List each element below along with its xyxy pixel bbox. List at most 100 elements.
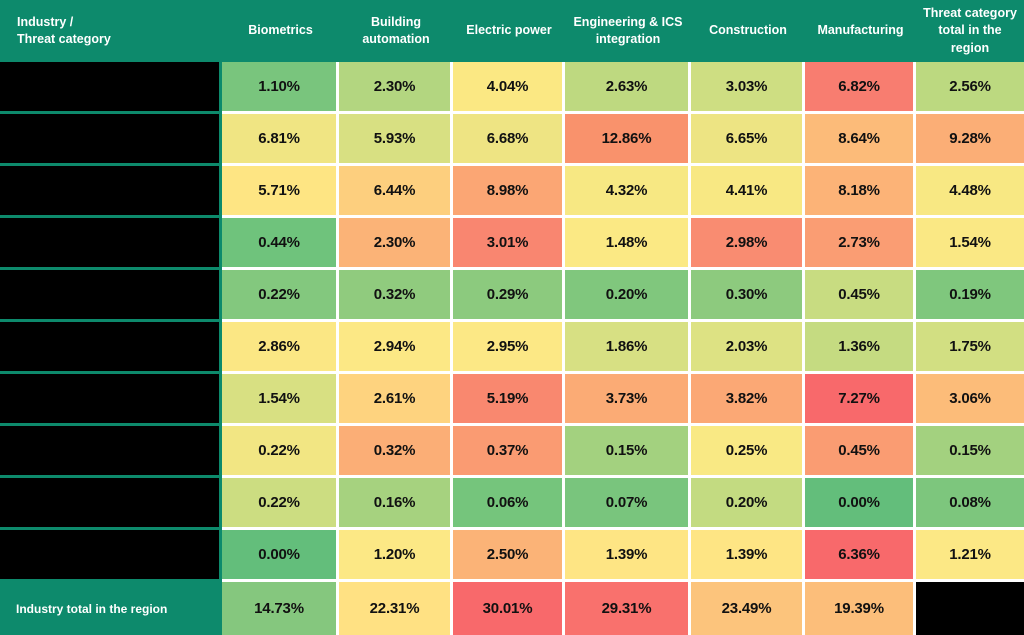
heatmap-cell: 5.19% <box>453 374 562 423</box>
row-label-redacted <box>0 166 222 218</box>
table-row: 0.44% 2.30% 3.01% 1.48% 2.98% 2.73% 1.54% <box>0 218 1024 270</box>
heatmap-cell: 1.21% <box>916 530 1024 579</box>
heatmap-cell: 0.45% <box>805 426 913 475</box>
heatmap-cell: 6.36% <box>805 530 913 579</box>
heatmap-cell: 1.48% <box>565 218 688 267</box>
heatmap-cell: 0.06% <box>453 478 562 527</box>
column-header: Threat category total in the region <box>923 5 1017 55</box>
heatmap-cell: 0.44% <box>222 218 336 267</box>
heatmap-cell: 0.45% <box>805 270 913 319</box>
table-row: 0.22% 0.16% 0.06% 0.07% 0.20% 0.00% 0.08% <box>0 478 1024 530</box>
table-row: 2.86% 2.94% 2.95% 1.86% 2.03% 1.36% 1.75% <box>0 322 1024 374</box>
table-row: 5.71% 6.44% 8.98% 4.32% 4.41% 8.18% 4.48% <box>0 166 1024 218</box>
heatmap-cell: 1.86% <box>565 322 688 371</box>
heatmap-cell: 0.22% <box>222 270 336 319</box>
industry-total-label: Industry total in the region <box>0 582 222 635</box>
column-header: Engineering & ICS integration <box>573 14 683 47</box>
heatmap-cell: 0.32% <box>339 426 450 475</box>
column-header: Building automation <box>362 14 430 47</box>
grand-total-cell-redacted <box>916 582 1024 635</box>
heatmap-cell: 8.64% <box>805 114 913 163</box>
table-row: 6.81% 5.93% 6.68% 12.86% 6.65% 8.64% 9.28% <box>0 114 1024 166</box>
heatmap-cell: 0.25% <box>691 426 802 475</box>
heatmap-cell: 6.65% <box>691 114 802 163</box>
heatmap-cell: 3.06% <box>916 374 1024 423</box>
heatmap-cell: 6.68% <box>453 114 562 163</box>
table-row: 0.00% 1.20% 2.50% 1.39% 1.39% 6.36% 1.21% <box>0 530 1024 582</box>
industry-total-cell: 29.31% <box>565 582 688 635</box>
corner-header: Industry / Threat category <box>17 14 111 47</box>
column-header: Manufacturing <box>817 23 904 38</box>
heatmap-cell: 2.03% <box>691 322 802 371</box>
heatmap-cell: 0.19% <box>916 270 1024 319</box>
heatmap-cell: 0.20% <box>565 270 688 319</box>
heatmap-cell: 6.81% <box>222 114 336 163</box>
heatmap-cell: 6.82% <box>805 62 913 111</box>
heatmap-cell: 0.22% <box>222 478 336 527</box>
heatmap-cell: 0.00% <box>805 478 913 527</box>
table-row: 0.22% 0.32% 0.37% 0.15% 0.25% 0.45% 0.15% <box>0 426 1024 478</box>
table-row: 0.22% 0.32% 0.29% 0.20% 0.30% 0.45% 0.19% <box>0 270 1024 322</box>
heatmap-cell: 2.98% <box>691 218 802 267</box>
column-header: Electric power <box>466 23 552 38</box>
heatmap-cell: 12.86% <box>565 114 688 163</box>
heatmap-cell: 1.54% <box>222 374 336 423</box>
heatmap-cell: 1.39% <box>691 530 802 579</box>
heatmap-cell: 1.39% <box>565 530 688 579</box>
heatmap-cell: 8.18% <box>805 166 913 215</box>
row-label-redacted <box>0 322 222 374</box>
table-row: 1.10% 2.30% 4.04% 2.63% 3.03% 6.82% 2.56% <box>0 62 1024 114</box>
column-header: Biometrics <box>248 23 313 38</box>
heatmap-cell: 4.32% <box>565 166 688 215</box>
heatmap-cell: 3.03% <box>691 62 802 111</box>
heatmap-cell: 1.36% <box>805 322 913 371</box>
row-label-redacted <box>0 374 222 426</box>
column-header: Construction <box>709 23 787 38</box>
heatmap-cell: 0.00% <box>222 530 336 579</box>
heatmap-cell: 2.94% <box>339 322 450 371</box>
heatmap-cell: 0.32% <box>339 270 450 319</box>
heatmap-cell: 7.27% <box>805 374 913 423</box>
heatmap-cell: 2.95% <box>453 322 562 371</box>
industry-total-cell: 14.73% <box>222 582 336 635</box>
heatmap-cell: 0.30% <box>691 270 802 319</box>
heatmap-cell: 2.30% <box>339 218 450 267</box>
industry-total-cell: 23.49% <box>691 582 802 635</box>
heatmap-cell: 2.86% <box>222 322 336 371</box>
row-label-redacted <box>0 530 222 582</box>
heatmap-cell: 1.10% <box>222 62 336 111</box>
row-label-redacted <box>0 114 222 166</box>
heatmap-cell: 0.08% <box>916 478 1024 527</box>
industry-total-cell: 19.39% <box>805 582 913 635</box>
table-header-row: Industry / Threat category Biometrics Bui… <box>0 0 1024 62</box>
industry-total-row: Industry total in the region 14.73% 22.31… <box>0 582 1024 635</box>
heatmap-cell: 2.56% <box>916 62 1024 111</box>
heatmap-cell: 6.44% <box>339 166 450 215</box>
heatmap-cell: 1.20% <box>339 530 450 579</box>
heatmap-cell: 0.20% <box>691 478 802 527</box>
table-body: 1.10% 2.30% 4.04% 2.63% 3.03% 6.82% 2.56% 6.81%… <box>0 62 1024 582</box>
heatmap-cell: 3.82% <box>691 374 802 423</box>
industry-total-cell: 30.01% <box>453 582 562 635</box>
heatmap-cell: 2.50% <box>453 530 562 579</box>
row-label-redacted <box>0 426 222 478</box>
heatmap-cell: 2.63% <box>565 62 688 111</box>
row-label-redacted <box>0 218 222 270</box>
industry-total-cell: 22.31% <box>339 582 450 635</box>
heatmap-cell: 0.16% <box>339 478 450 527</box>
heatmap-cell: 0.15% <box>916 426 1024 475</box>
heatmap-cell: 2.30% <box>339 62 450 111</box>
heatmap-cell: 0.15% <box>565 426 688 475</box>
heatmap-cell: 5.71% <box>222 166 336 215</box>
heatmap-cell: 0.29% <box>453 270 562 319</box>
heatmap-cell: 9.28% <box>916 114 1024 163</box>
table-row: 1.54% 2.61% 5.19% 3.73% 3.82% 7.27% 3.06% <box>0 374 1024 426</box>
heatmap-cell: 2.61% <box>339 374 450 423</box>
heatmap-cell: 0.22% <box>222 426 336 475</box>
heatmap-cell: 4.48% <box>916 166 1024 215</box>
heatmap-cell: 5.93% <box>339 114 450 163</box>
heatmap-cell: 4.04% <box>453 62 562 111</box>
heatmap-cell: 3.01% <box>453 218 562 267</box>
heatmap-cell: 0.37% <box>453 426 562 475</box>
